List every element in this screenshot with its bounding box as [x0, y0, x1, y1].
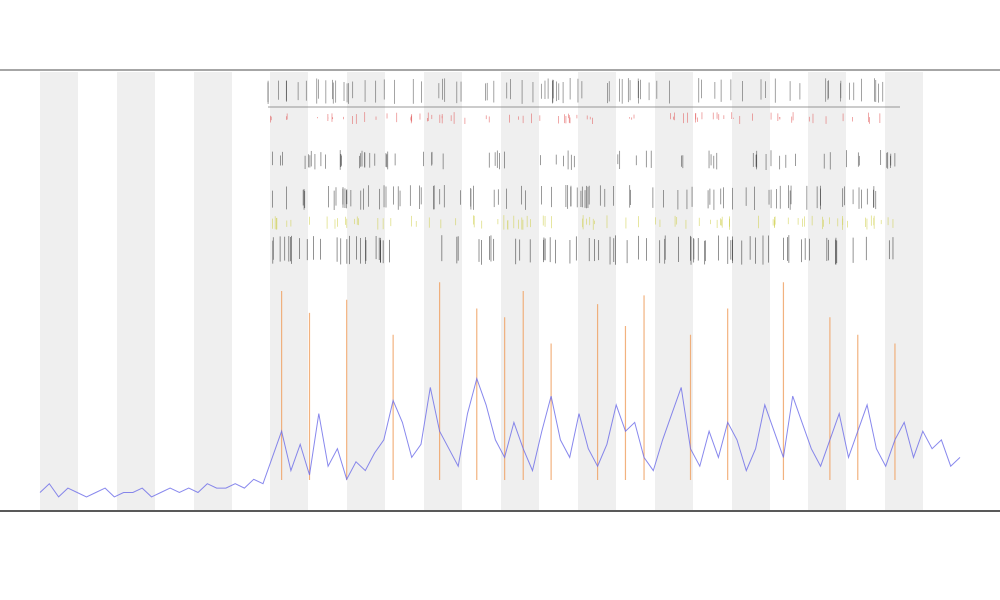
band	[194, 72, 232, 510]
band	[270, 72, 308, 510]
band	[424, 72, 462, 510]
band	[347, 72, 385, 510]
band	[501, 72, 539, 510]
series-line	[39, 376, 961, 498]
band	[117, 72, 155, 510]
band	[732, 72, 770, 510]
band	[885, 72, 923, 510]
band	[808, 72, 846, 510]
band	[655, 72, 693, 510]
band	[40, 72, 78, 510]
